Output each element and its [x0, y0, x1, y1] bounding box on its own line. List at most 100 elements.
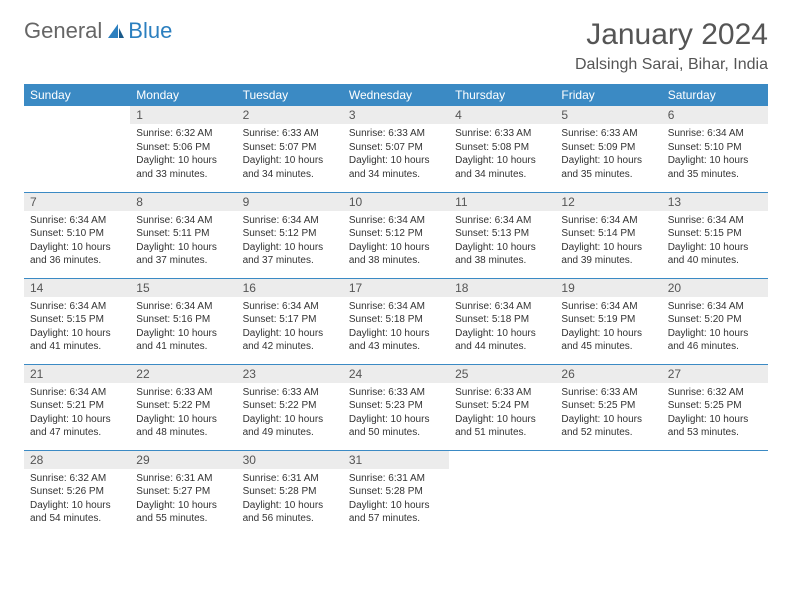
- calendar-day-cell: 6Sunrise: 6:34 AMSunset: 5:10 PMDaylight…: [662, 106, 768, 192]
- day-info: Sunrise: 6:33 AMSunset: 5:24 PMDaylight:…: [449, 383, 555, 446]
- calendar-day-cell: 7Sunrise: 6:34 AMSunset: 5:10 PMDaylight…: [24, 192, 130, 278]
- weekday-header: Saturday: [662, 84, 768, 106]
- calendar-day-cell: 19Sunrise: 6:34 AMSunset: 5:19 PMDayligh…: [555, 278, 661, 364]
- day-number: 30: [237, 451, 343, 469]
- day-number: 8: [130, 193, 236, 211]
- calendar-week-row: 7Sunrise: 6:34 AMSunset: 5:10 PMDaylight…: [24, 192, 768, 278]
- header: General Blue January 2024 Dalsingh Sarai…: [24, 18, 768, 74]
- day-info: Sunrise: 6:34 AMSunset: 5:15 PMDaylight:…: [24, 297, 130, 360]
- calendar-empty-cell: [662, 450, 768, 536]
- calendar-week-row: 28Sunrise: 6:32 AMSunset: 5:26 PMDayligh…: [24, 450, 768, 536]
- calendar-table: SundayMondayTuesdayWednesdayThursdayFrid…: [24, 84, 768, 536]
- day-info: Sunrise: 6:34 AMSunset: 5:10 PMDaylight:…: [662, 124, 768, 187]
- day-number: 29: [130, 451, 236, 469]
- weekday-header-row: SundayMondayTuesdayWednesdayThursdayFrid…: [24, 84, 768, 106]
- calendar-day-cell: 25Sunrise: 6:33 AMSunset: 5:24 PMDayligh…: [449, 364, 555, 450]
- calendar-day-cell: 17Sunrise: 6:34 AMSunset: 5:18 PMDayligh…: [343, 278, 449, 364]
- day-number: 24: [343, 365, 449, 383]
- day-number: 23: [237, 365, 343, 383]
- calendar-day-cell: 24Sunrise: 6:33 AMSunset: 5:23 PMDayligh…: [343, 364, 449, 450]
- day-number: 3: [343, 106, 449, 124]
- weekday-header: Monday: [130, 84, 236, 106]
- calendar-day-cell: 16Sunrise: 6:34 AMSunset: 5:17 PMDayligh…: [237, 278, 343, 364]
- calendar-day-cell: 12Sunrise: 6:34 AMSunset: 5:14 PMDayligh…: [555, 192, 661, 278]
- calendar-day-cell: 23Sunrise: 6:33 AMSunset: 5:22 PMDayligh…: [237, 364, 343, 450]
- day-info: Sunrise: 6:34 AMSunset: 5:10 PMDaylight:…: [24, 211, 130, 274]
- logo: General Blue: [24, 18, 172, 44]
- day-info: Sunrise: 6:32 AMSunset: 5:26 PMDaylight:…: [24, 469, 130, 532]
- day-info: Sunrise: 6:34 AMSunset: 5:12 PMDaylight:…: [237, 211, 343, 274]
- day-number: 16: [237, 279, 343, 297]
- logo-sail-icon: [106, 22, 126, 40]
- day-number: 31: [343, 451, 449, 469]
- day-number: 26: [555, 365, 661, 383]
- calendar-day-cell: 28Sunrise: 6:32 AMSunset: 5:26 PMDayligh…: [24, 450, 130, 536]
- day-info: Sunrise: 6:33 AMSunset: 5:07 PMDaylight:…: [343, 124, 449, 187]
- day-number: 20: [662, 279, 768, 297]
- day-info: Sunrise: 6:33 AMSunset: 5:25 PMDaylight:…: [555, 383, 661, 446]
- day-info: Sunrise: 6:33 AMSunset: 5:22 PMDaylight:…: [130, 383, 236, 446]
- day-info: Sunrise: 6:33 AMSunset: 5:22 PMDaylight:…: [237, 383, 343, 446]
- day-info: Sunrise: 6:34 AMSunset: 5:11 PMDaylight:…: [130, 211, 236, 274]
- day-number: 25: [449, 365, 555, 383]
- day-info: Sunrise: 6:31 AMSunset: 5:27 PMDaylight:…: [130, 469, 236, 532]
- calendar-empty-cell: [555, 450, 661, 536]
- day-number: 5: [555, 106, 661, 124]
- calendar-day-cell: 15Sunrise: 6:34 AMSunset: 5:16 PMDayligh…: [130, 278, 236, 364]
- calendar-day-cell: 5Sunrise: 6:33 AMSunset: 5:09 PMDaylight…: [555, 106, 661, 192]
- day-info: Sunrise: 6:32 AMSunset: 5:25 PMDaylight:…: [662, 383, 768, 446]
- weekday-header: Sunday: [24, 84, 130, 106]
- day-number: 11: [449, 193, 555, 211]
- calendar-day-cell: 30Sunrise: 6:31 AMSunset: 5:28 PMDayligh…: [237, 450, 343, 536]
- calendar-day-cell: 14Sunrise: 6:34 AMSunset: 5:15 PMDayligh…: [24, 278, 130, 364]
- logo-text-blue: Blue: [128, 18, 172, 44]
- day-number: 28: [24, 451, 130, 469]
- weekday-header: Friday: [555, 84, 661, 106]
- day-number: 17: [343, 279, 449, 297]
- day-number: 1: [130, 106, 236, 124]
- calendar-day-cell: 22Sunrise: 6:33 AMSunset: 5:22 PMDayligh…: [130, 364, 236, 450]
- calendar-day-cell: 29Sunrise: 6:31 AMSunset: 5:27 PMDayligh…: [130, 450, 236, 536]
- day-number: 21: [24, 365, 130, 383]
- day-info: Sunrise: 6:34 AMSunset: 5:16 PMDaylight:…: [130, 297, 236, 360]
- calendar-day-cell: 11Sunrise: 6:34 AMSunset: 5:13 PMDayligh…: [449, 192, 555, 278]
- calendar-day-cell: 31Sunrise: 6:31 AMSunset: 5:28 PMDayligh…: [343, 450, 449, 536]
- day-number: 18: [449, 279, 555, 297]
- day-info: Sunrise: 6:33 AMSunset: 5:08 PMDaylight:…: [449, 124, 555, 187]
- day-number: 7: [24, 193, 130, 211]
- calendar-day-cell: 21Sunrise: 6:34 AMSunset: 5:21 PMDayligh…: [24, 364, 130, 450]
- title-block: January 2024 Dalsingh Sarai, Bihar, Indi…: [575, 18, 768, 74]
- day-info: Sunrise: 6:34 AMSunset: 5:17 PMDaylight:…: [237, 297, 343, 360]
- calendar-day-cell: 18Sunrise: 6:34 AMSunset: 5:18 PMDayligh…: [449, 278, 555, 364]
- day-info: Sunrise: 6:34 AMSunset: 5:20 PMDaylight:…: [662, 297, 768, 360]
- day-number: 4: [449, 106, 555, 124]
- weekday-header: Thursday: [449, 84, 555, 106]
- location: Dalsingh Sarai, Bihar, India: [575, 56, 768, 74]
- day-info: Sunrise: 6:34 AMSunset: 5:18 PMDaylight:…: [449, 297, 555, 360]
- calendar-day-cell: 1Sunrise: 6:32 AMSunset: 5:06 PMDaylight…: [130, 106, 236, 192]
- day-number: 9: [237, 193, 343, 211]
- day-info: Sunrise: 6:33 AMSunset: 5:23 PMDaylight:…: [343, 383, 449, 446]
- calendar-day-cell: 8Sunrise: 6:34 AMSunset: 5:11 PMDaylight…: [130, 192, 236, 278]
- day-info: Sunrise: 6:34 AMSunset: 5:21 PMDaylight:…: [24, 383, 130, 446]
- day-number: 14: [24, 279, 130, 297]
- day-info: Sunrise: 6:32 AMSunset: 5:06 PMDaylight:…: [130, 124, 236, 187]
- calendar-day-cell: 20Sunrise: 6:34 AMSunset: 5:20 PMDayligh…: [662, 278, 768, 364]
- calendar-day-cell: 10Sunrise: 6:34 AMSunset: 5:12 PMDayligh…: [343, 192, 449, 278]
- day-number: 19: [555, 279, 661, 297]
- calendar-day-cell: 26Sunrise: 6:33 AMSunset: 5:25 PMDayligh…: [555, 364, 661, 450]
- day-info: Sunrise: 6:34 AMSunset: 5:14 PMDaylight:…: [555, 211, 661, 274]
- calendar-week-row: 14Sunrise: 6:34 AMSunset: 5:15 PMDayligh…: [24, 278, 768, 364]
- logo-text-general: General: [24, 18, 102, 44]
- month-title: January 2024: [575, 18, 768, 52]
- day-number: 2: [237, 106, 343, 124]
- day-info: Sunrise: 6:34 AMSunset: 5:15 PMDaylight:…: [662, 211, 768, 274]
- calendar-day-cell: 3Sunrise: 6:33 AMSunset: 5:07 PMDaylight…: [343, 106, 449, 192]
- calendar-day-cell: 2Sunrise: 6:33 AMSunset: 5:07 PMDaylight…: [237, 106, 343, 192]
- day-info: Sunrise: 6:34 AMSunset: 5:12 PMDaylight:…: [343, 211, 449, 274]
- day-number: 27: [662, 365, 768, 383]
- calendar-week-row: 1Sunrise: 6:32 AMSunset: 5:06 PMDaylight…: [24, 106, 768, 192]
- day-info: Sunrise: 6:34 AMSunset: 5:13 PMDaylight:…: [449, 211, 555, 274]
- day-info: Sunrise: 6:33 AMSunset: 5:09 PMDaylight:…: [555, 124, 661, 187]
- day-number: 12: [555, 193, 661, 211]
